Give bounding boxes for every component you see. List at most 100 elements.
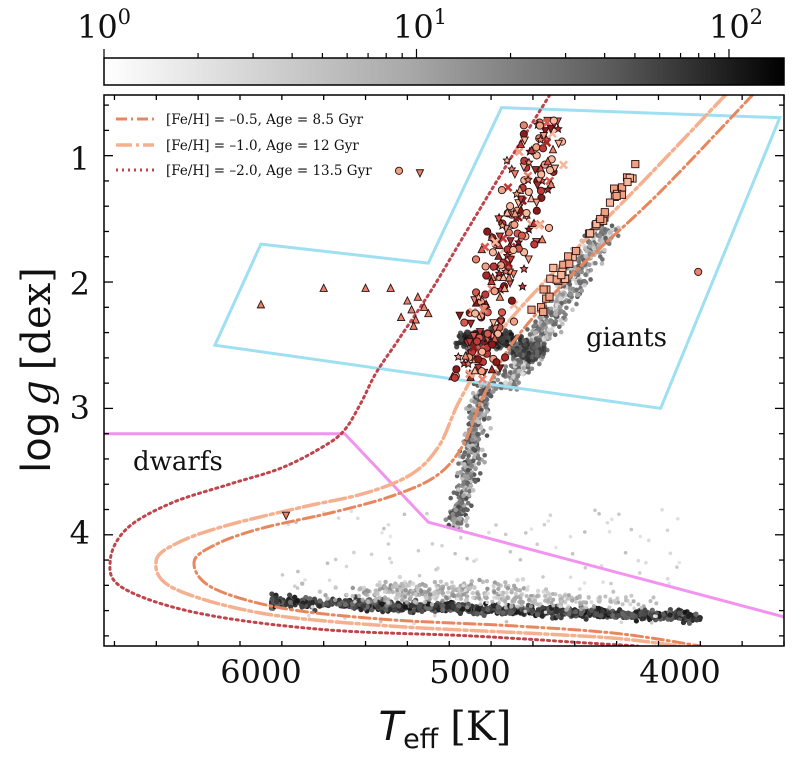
colorbar-tick-label-1: 101 [393, 5, 447, 46]
density-bin [518, 333, 524, 340]
density-bin [294, 598, 300, 604]
density-bin [480, 430, 485, 435]
density-bin [490, 389, 495, 395]
density-bin [593, 508, 597, 513]
density-bin [680, 619, 687, 626]
density-bin [651, 595, 656, 600]
star-marker [502, 155, 512, 165]
density-bin [332, 597, 338, 603]
density-bin [462, 462, 467, 467]
density-bin [582, 282, 587, 288]
density-bin [554, 299, 559, 305]
density-bin [349, 509, 354, 514]
density-bin [458, 596, 464, 601]
density-bin [382, 590, 387, 594]
density-bin [465, 556, 469, 561]
density-bin [617, 512, 621, 517]
density-bin [543, 594, 547, 599]
star-marker [509, 317, 519, 326]
density-bin [577, 593, 582, 598]
density-bin [533, 319, 538, 324]
density-bin [417, 603, 423, 609]
density-bin [386, 523, 391, 527]
density-bin [403, 588, 408, 593]
density-bin [391, 603, 397, 609]
density-bin [508, 370, 513, 375]
density-bin [465, 467, 471, 473]
plot-area: [Fe/H] = –0.5, Age = 8.5 Gyr [Fe/H] = –1… [103, 94, 785, 647]
density-bin [535, 602, 540, 607]
density-bin [280, 573, 285, 577]
density-bin [400, 583, 405, 589]
density-bin [317, 603, 323, 609]
star-marker [473, 292, 484, 302]
density-bin [501, 595, 506, 600]
density-bin [538, 602, 543, 606]
star-marker [532, 198, 541, 208]
x-tick-labels: 6000 5000 4000 [220, 653, 720, 691]
density-bin [502, 368, 508, 373]
density-bin [466, 421, 472, 427]
density-bin [596, 605, 602, 611]
density-bin [529, 366, 535, 371]
star-marker [475, 328, 485, 337]
star-marker [419, 302, 429, 311]
density-bin [473, 479, 478, 484]
density-bin [487, 530, 491, 535]
density-bin [541, 322, 547, 327]
density-bin [440, 543, 444, 548]
density-bin [530, 596, 535, 601]
star-marker [559, 160, 569, 170]
density-bin [344, 564, 349, 569]
density-bin [361, 585, 367, 591]
density-bin [615, 596, 620, 601]
density-bin [515, 577, 520, 583]
star-marker [489, 319, 498, 328]
star-marker [519, 121, 528, 130]
density-bin [387, 589, 392, 595]
density-bin [431, 595, 436, 600]
density-bin [469, 463, 474, 468]
density-bin [296, 569, 300, 574]
density-bin [467, 585, 473, 591]
density-bin [582, 581, 587, 585]
star-marker [477, 374, 487, 384]
density-bin [608, 599, 613, 604]
density-bin [607, 229, 612, 235]
density-bin [470, 458, 476, 464]
density-bin [631, 599, 636, 604]
density-bin [542, 522, 547, 527]
density-bin [440, 586, 445, 591]
density-bin [345, 592, 349, 597]
star-marker [407, 304, 416, 314]
density-bin [549, 600, 554, 605]
density-bin [583, 566, 588, 570]
density-bin [478, 602, 483, 607]
star-marker [540, 127, 550, 136]
density-bin [554, 545, 558, 550]
density-bin [546, 327, 552, 333]
density-bin [516, 357, 522, 363]
density-bin [492, 590, 497, 595]
density-bin [568, 534, 573, 539]
density-bin [456, 510, 462, 516]
density-bin [453, 551, 457, 556]
star-marker [542, 118, 552, 128]
star-marker [472, 337, 482, 346]
density-bin [310, 605, 315, 609]
density-bin [450, 604, 456, 610]
density-bin [619, 611, 626, 617]
density-bin [465, 507, 470, 513]
density-bin [553, 608, 560, 615]
density-bin [541, 575, 545, 579]
star-marker [546, 125, 556, 134]
density-bin [503, 364, 509, 369]
star-marker [565, 259, 574, 268]
density-bin [623, 614, 629, 621]
density-bin [467, 459, 472, 464]
density-bin [570, 598, 575, 603]
density-bin [566, 299, 572, 304]
isochrone-lines [108, 95, 755, 646]
star-marker [455, 311, 465, 321]
star-marker [483, 227, 492, 236]
